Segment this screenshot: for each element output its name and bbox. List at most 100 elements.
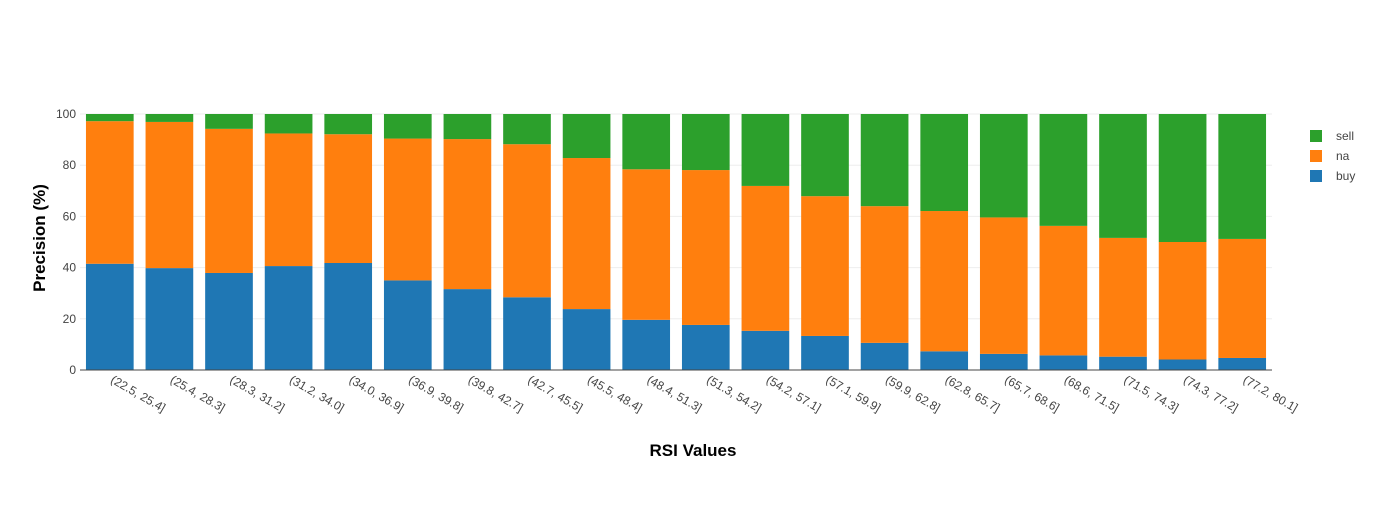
legend: sell na buy [1310, 129, 1355, 183]
legend-label-sell[interactable]: sell [1336, 129, 1354, 143]
bar-sell [1158, 114, 1207, 242]
x-tick-label: (39.8, 42.7] [466, 372, 526, 414]
bar-buy [324, 262, 373, 370]
bar-buy [979, 353, 1028, 370]
bar-buy [681, 324, 730, 370]
bar-sell [324, 114, 373, 135]
legend-label-na[interactable]: na [1336, 149, 1350, 163]
bar-na [205, 128, 253, 273]
y-tick-label: 60 [63, 209, 77, 223]
bar-sell [205, 114, 253, 129]
x-tick-label: (54.2, 57.1] [764, 372, 824, 414]
y-axis-ticks: 0 20 40 60 80 100 [56, 107, 76, 377]
x-tick-label: (34.0, 36.9] [347, 372, 407, 414]
y-tick-label: 100 [56, 107, 76, 121]
bar-buy [1039, 355, 1088, 370]
x-tick-label: (74.3, 77.2] [1181, 372, 1241, 414]
bar-sell [443, 114, 492, 140]
bar-buy [264, 266, 313, 370]
bar-buy [85, 263, 134, 370]
bar-sell [1099, 114, 1147, 238]
bar-buy [1099, 356, 1147, 370]
x-tick-label: (28.3, 31.2] [228, 372, 288, 414]
bar-buy [622, 319, 671, 370]
bar-sell [264, 114, 313, 134]
bar-na [324, 134, 373, 263]
grid-lines [80, 113, 1272, 320]
bar-sell [1039, 114, 1088, 226]
bar-na [801, 196, 849, 336]
y-axis-title: Precision (%) [30, 184, 49, 292]
bar-na [85, 121, 134, 264]
x-tick-label: (51.3, 54.2] [704, 372, 764, 414]
legend-swatch-na[interactable] [1310, 150, 1322, 162]
bar-buy [741, 330, 790, 370]
bar-sell [562, 114, 611, 159]
legend-swatch-sell[interactable] [1310, 130, 1322, 142]
y-tick-label: 80 [63, 158, 77, 172]
legend-swatch-buy[interactable] [1310, 170, 1322, 182]
bar-sell [383, 114, 432, 139]
y-tick-label: 20 [63, 312, 77, 326]
bar-buy [443, 289, 492, 370]
legend-label-buy[interactable]: buy [1336, 169, 1355, 183]
x-tick-label: (22.5, 25.4] [108, 372, 168, 414]
bar-sell [920, 114, 969, 212]
bar-na [1158, 242, 1207, 360]
bar-na [383, 138, 432, 281]
bar-na [264, 133, 313, 267]
bar-sell [145, 114, 194, 122]
bar-buy [503, 297, 551, 370]
y-tick-label: 0 [69, 363, 76, 377]
x-tick-label: (48.4, 51.3] [645, 372, 705, 414]
bar-na [741, 185, 790, 331]
bar-na [1218, 238, 1267, 358]
bar-na [622, 169, 671, 320]
x-tick-label: (57.1, 59.9] [824, 372, 884, 414]
bar-buy [205, 272, 253, 370]
bar-buy [145, 268, 194, 370]
bar-buy [562, 309, 611, 370]
bar-na [562, 158, 611, 310]
x-tick-label: (59.9, 62.8] [883, 372, 943, 414]
x-axis-title: RSI Values [650, 441, 737, 460]
x-tick-label: (77.2, 80.1] [1241, 372, 1301, 414]
x-tick-label: (25.4, 28.3] [168, 372, 228, 414]
bar-na [145, 121, 194, 269]
y-tick-label: 40 [63, 261, 77, 275]
bar-buy [801, 335, 849, 370]
bar-buy [860, 342, 909, 370]
x-tick-label: (68.6, 71.5] [1062, 372, 1122, 414]
bar-sell [979, 114, 1028, 218]
x-tick-label: (42.7, 45.5] [526, 372, 586, 414]
bar-sell [741, 114, 790, 186]
x-tick-label: (62.8, 65.7] [943, 372, 1003, 414]
bar-sell [1218, 114, 1267, 239]
bar-na [1039, 225, 1088, 356]
bar-sell [681, 114, 730, 171]
bar-sell [801, 114, 849, 197]
x-axis-ticks: (22.5, 25.4] (25.4, 28.3] (28.3, 31.2] (31.… [108, 372, 1300, 414]
bar-buy [1158, 359, 1207, 370]
bar-buy [920, 351, 969, 370]
bar-na [860, 206, 909, 343]
bar-na [503, 144, 551, 298]
bar-na [1099, 237, 1147, 357]
bar-sell [860, 114, 909, 207]
x-tick-label: (31.2, 34.0] [287, 372, 347, 414]
x-tick-label: (65.7, 68.6] [1002, 372, 1062, 414]
bar-na [920, 211, 969, 352]
bar-sell [622, 114, 671, 170]
bar-na [979, 217, 1028, 354]
bar-na [681, 170, 730, 325]
bar-buy [383, 280, 432, 370]
bar-sell [503, 114, 551, 145]
x-tick-label: (45.5, 48.4] [585, 372, 645, 414]
bar-sell [85, 114, 134, 122]
bars [85, 114, 1267, 370]
bar-buy [1218, 357, 1267, 370]
bar-na [443, 139, 492, 290]
x-tick-label: (36.9, 39.8] [406, 372, 466, 414]
